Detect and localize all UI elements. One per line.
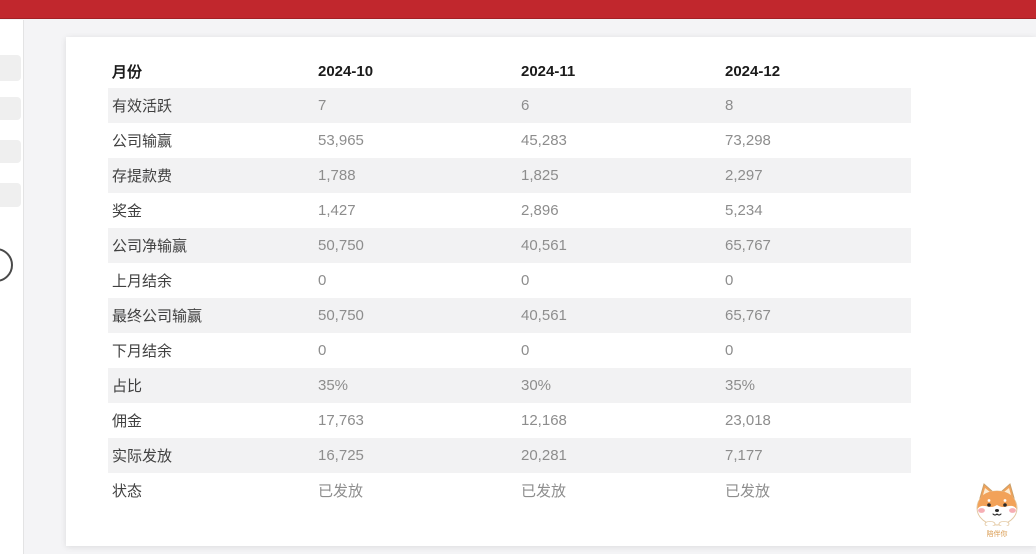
column-header-month: 月份 [112, 64, 143, 81]
row-label: 公司输赢 [112, 133, 173, 150]
row-value: 1,788 [318, 167, 356, 184]
mascot-widget[interactable]: 陪伴你 [972, 482, 1022, 539]
report-table-body: 有效活跃 7 6 8 公司输赢 53,965 45,283 73,298 存提款费 1,788 1,… [108, 88, 911, 508]
shiba-dog-icon [976, 483, 1018, 528]
row-value: 65,767 [725, 237, 771, 254]
sidebar-item[interactable] [0, 140, 21, 163]
table-row: 状态 已发放 已发放 已发放 [108, 473, 911, 508]
sidebar-clipped-panel [0, 20, 24, 554]
table-row: 佣金 17,763 12,168 23,018 [108, 403, 911, 438]
column-header-2024-12: 2024-12 [725, 63, 781, 80]
row-value: 40,561 [521, 307, 567, 324]
row-label: 占比 [112, 378, 143, 395]
sidebar-item[interactable] [0, 97, 21, 120]
mascot-label: 陪伴你 [986, 531, 1008, 538]
table-row: 上月结余 0 0 0 [108, 263, 911, 298]
row-value: 50,750 [318, 307, 364, 324]
row-value: 0 [318, 342, 327, 359]
row-value: 45,283 [521, 132, 567, 149]
table-row: 公司净输赢 50,750 40,561 65,767 [108, 228, 911, 263]
row-value: 0 [725, 342, 734, 359]
table-row: 实际发放 16,725 20,281 7,177 [108, 438, 911, 473]
row-value: 1,825 [521, 167, 559, 184]
row-value: 53,965 [318, 132, 364, 149]
sidebar-collapse-toggle-icon[interactable] [0, 248, 13, 282]
row-value: 2,297 [725, 167, 763, 184]
row-value: 1,427 [318, 202, 356, 219]
row-label: 最终公司输赢 [112, 308, 203, 325]
row-label: 有效活跃 [112, 98, 173, 115]
row-value: 30% [521, 377, 552, 394]
table-row: 存提款费 1,788 1,825 2,297 [108, 158, 911, 193]
table-row: 下月结余 0 0 0 [108, 333, 911, 368]
column-header-2024-11: 2024-11 [521, 63, 576, 80]
column-header-2024-10: 2024-10 [318, 63, 374, 80]
row-value: 6 [521, 97, 530, 114]
row-value: 已发放 [521, 483, 567, 500]
row-label: 佣金 [112, 413, 143, 430]
row-label: 存提款费 [112, 168, 173, 185]
table-row: 奖金 1,427 2,896 5,234 [108, 193, 911, 228]
table-row: 占比 35% 30% 35% [108, 368, 911, 403]
row-value: 50,750 [318, 237, 364, 254]
row-value: 65,767 [725, 307, 771, 324]
sidebar-item[interactable] [0, 183, 21, 207]
table-row: 最终公司输赢 50,750 40,561 65,767 [108, 298, 911, 333]
row-value: 35% [318, 377, 349, 394]
row-value: 7,177 [725, 447, 763, 464]
row-value: 40,561 [521, 237, 567, 254]
top-red-bar [0, 0, 1036, 19]
table-row: 公司输赢 53,965 45,283 73,298 [108, 123, 911, 158]
row-value: 16,725 [318, 447, 364, 464]
row-value: 0 [318, 272, 327, 289]
sidebar-item[interactable] [0, 55, 21, 81]
row-value: 0 [521, 272, 530, 289]
row-value: 23,018 [725, 412, 771, 429]
monthly-report-table: 月份 2024-10 2024-11 2024-12 有效活跃 7 6 8 公司输赢 53… [108, 55, 911, 508]
row-value: 2,896 [521, 202, 559, 219]
row-value: 5,234 [725, 202, 763, 219]
row-value: 已发放 [318, 483, 364, 500]
row-value: 73,298 [725, 132, 771, 149]
table-row: 有效活跃 7 6 8 [108, 88, 911, 123]
row-label: 状态 [112, 483, 143, 500]
row-value: 17,763 [318, 412, 364, 429]
row-value: 8 [725, 97, 734, 114]
row-value: 12,168 [521, 412, 567, 429]
table-header-row: 月份 2024-10 2024-11 2024-12 [108, 55, 911, 88]
row-label: 奖金 [112, 203, 143, 220]
row-value: 已发放 [725, 483, 771, 500]
report-card: 月份 2024-10 2024-11 2024-12 有效活跃 7 6 8 公司输赢 53… [66, 37, 1036, 546]
row-label: 公司净输赢 [112, 238, 188, 255]
row-value: 35% [725, 377, 756, 394]
row-label: 上月结余 [112, 273, 173, 290]
row-label: 实际发放 [112, 448, 173, 465]
row-value: 0 [725, 272, 734, 289]
row-value: 20,281 [521, 447, 567, 464]
row-label: 下月结余 [112, 343, 173, 360]
row-value: 0 [521, 342, 530, 359]
row-value: 7 [318, 97, 327, 114]
